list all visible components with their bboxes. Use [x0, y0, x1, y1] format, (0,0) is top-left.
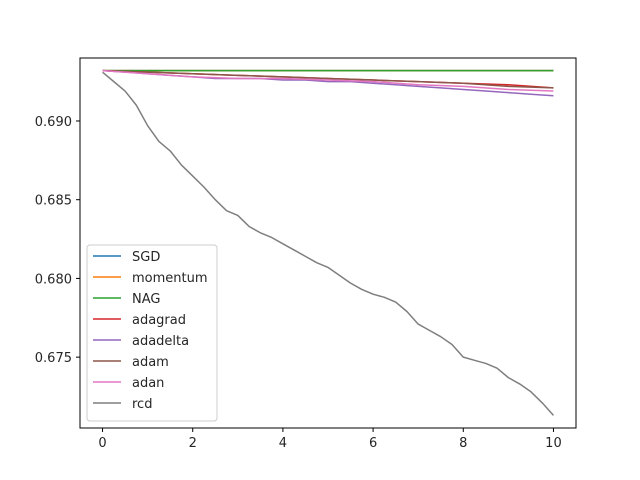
- x-tick-label: 4: [279, 436, 287, 451]
- x-tick-label: 2: [189, 436, 197, 451]
- legend-label: SGD: [132, 250, 160, 265]
- legend-label: adam: [132, 355, 169, 370]
- x-tick-label: 6: [369, 436, 377, 451]
- y-tick-label: 0.690: [35, 115, 72, 130]
- legend-label: adan: [132, 376, 164, 391]
- y-tick-label: 0.675: [35, 351, 72, 366]
- legend-label: rcd: [132, 397, 152, 412]
- series-line-adam: [102, 69, 554, 89]
- series-line-rcd: [102, 71, 555, 416]
- legend-label: momentum: [132, 271, 208, 286]
- legend-label: NAG: [132, 292, 160, 307]
- series-layer: [102, 69, 555, 416]
- series-line-adan: [102, 69, 554, 92]
- x-tick-label: 0: [98, 436, 106, 451]
- x-tick-label: 8: [459, 436, 467, 451]
- legend-label: adadelta: [132, 334, 189, 349]
- y-tick-label: 0.680: [35, 272, 72, 287]
- y-tick-label: 0.685: [35, 194, 72, 209]
- x-axis: 0 2 4 6 8 10: [98, 428, 562, 451]
- legend-label: adagrad: [132, 313, 186, 328]
- legend: SGD momentum NAG adagrad adadelta adam adan rcd: [86, 244, 218, 422]
- y-axis: 0.675 0.680 0.685 0.690: [35, 115, 80, 366]
- legend-box: [86, 244, 218, 422]
- x-tick-label: 10: [545, 436, 562, 451]
